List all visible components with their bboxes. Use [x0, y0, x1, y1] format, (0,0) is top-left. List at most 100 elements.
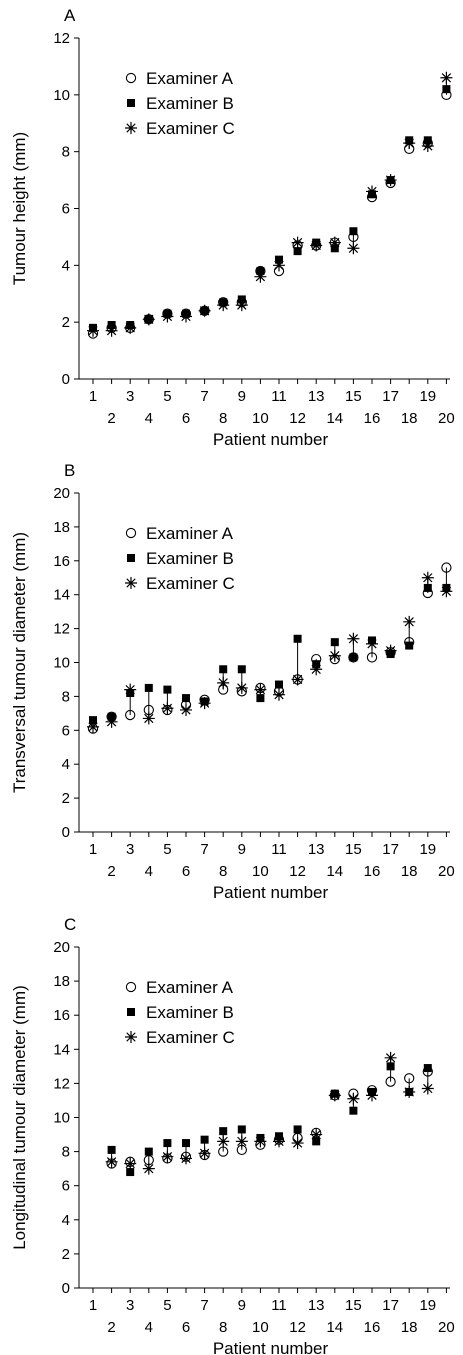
data-point: [161, 1150, 174, 1163]
data-point: [125, 709, 136, 721]
data-point: [404, 1073, 415, 1084]
x-tick-label: 16: [364, 863, 381, 880]
data-point: [293, 247, 302, 256]
legend: Examiner A Examiner B Examiner C: [125, 524, 235, 593]
data-point: [256, 694, 265, 703]
x-axis-title: Patient number: [213, 883, 329, 902]
x-tick-label: 2: [107, 1319, 115, 1336]
x-tick-label: 19: [419, 388, 436, 405]
x-tick-label: 1: [89, 841, 97, 858]
data-point: [328, 1089, 341, 1102]
x-tick-label: 12: [289, 410, 306, 427]
data-point: [142, 1162, 155, 1175]
data-point: [421, 1082, 434, 1095]
data-point: [161, 702, 174, 715]
data-point: [217, 676, 230, 689]
data-point: [163, 685, 172, 694]
data-point: [89, 716, 97, 725]
panel-letter: A: [64, 6, 76, 25]
chart-panel-c: C024681012141618201234567891011121314151…: [10, 915, 455, 1355]
data-point: [144, 683, 153, 692]
data-point: [105, 324, 118, 337]
x-tick-label: 1: [89, 1297, 97, 1314]
data-point: [366, 652, 378, 663]
x-tick-label: 11: [271, 388, 287, 405]
x-tick-label: 5: [163, 388, 171, 405]
data-point: [219, 665, 228, 674]
legend-label: Examiner B: [146, 94, 234, 113]
y-tick-label: 20: [53, 939, 70, 956]
x-axis-title: Patient number: [213, 1339, 329, 1355]
y-tick-label: 14: [53, 1041, 70, 1058]
y-tick-label: 0: [62, 824, 70, 841]
legend-label: Examiner B: [146, 1003, 234, 1022]
data-point: [235, 681, 248, 694]
x-tick-label: 17: [382, 1297, 399, 1314]
x-tick-label: 8: [219, 863, 227, 880]
x-tick-label: 2: [107, 410, 115, 427]
data-point: [124, 1157, 137, 1170]
panel-letter: C: [64, 915, 76, 934]
data-point: [182, 694, 190, 703]
y-tick-label: 6: [62, 201, 70, 218]
data-point: [198, 304, 211, 317]
data-point: [440, 585, 453, 598]
x-tick-label: 19: [419, 841, 436, 858]
y-tick-label: 4: [62, 1212, 70, 1229]
x-tick-label: 3: [126, 388, 134, 405]
x-tick-label: 10: [252, 863, 269, 880]
x-tick-label: 13: [308, 841, 325, 858]
legend-marker: [125, 527, 137, 539]
y-tick-label: 12: [53, 1075, 70, 1092]
data-point: [349, 653, 358, 662]
data-point: [441, 562, 452, 573]
data-point: [237, 665, 246, 674]
series-examiner-c: [87, 71, 453, 337]
data-point: [198, 1147, 211, 1160]
legend-label: Examiner A: [146, 524, 234, 543]
series-examiner-a: [87, 562, 452, 734]
legend: Examiner A Examiner B Examiner C: [125, 978, 235, 1047]
data-point: [180, 310, 192, 323]
data-point: [87, 720, 99, 733]
x-tick-label: 17: [382, 841, 399, 858]
data-point: [142, 313, 155, 326]
data-point: [144, 1147, 153, 1156]
data-point: [423, 583, 432, 592]
x-tick-label: 7: [200, 388, 208, 405]
data-point: [330, 638, 339, 647]
data-point: [366, 637, 378, 650]
x-tick-label: 3: [126, 1297, 134, 1314]
legend-label: Examiner C: [146, 1028, 235, 1047]
x-tick-label: 5: [163, 1297, 171, 1314]
x-tick-label: 14: [326, 863, 343, 880]
x-tick-label: 16: [364, 410, 381, 427]
data-point: [312, 1137, 321, 1146]
data-point: [328, 236, 341, 249]
data-point: [182, 1139, 190, 1148]
x-tick-label: 12: [289, 863, 306, 880]
y-tick-label: 4: [62, 257, 70, 274]
x-tick-label: 6: [182, 1319, 190, 1336]
y-axis-title: Transversal tumour diameter (mm): [10, 532, 29, 793]
data-point: [273, 1135, 285, 1148]
x-tick-label: 15: [345, 1297, 362, 1314]
data-point: [105, 715, 118, 728]
series-examiner-b: [107, 1062, 432, 1177]
y-tick-label: 12: [53, 30, 70, 47]
y-tick-label: 4: [62, 756, 70, 773]
series-examiner-b: [89, 85, 451, 332]
data-point: [254, 1135, 267, 1148]
series-examiner-c: [105, 1051, 434, 1175]
data-point: [442, 85, 451, 94]
x-tick-label: 13: [308, 1297, 325, 1314]
x-tick-label: 15: [345, 841, 362, 858]
y-tick-label: 8: [62, 1144, 70, 1161]
data-point: [275, 680, 283, 689]
x-tick-label: 12: [289, 1319, 306, 1336]
data-point: [237, 1125, 246, 1134]
data-point: [217, 1135, 230, 1148]
data-point: [87, 324, 99, 337]
data-point: [440, 71, 453, 84]
data-point: [348, 652, 359, 663]
